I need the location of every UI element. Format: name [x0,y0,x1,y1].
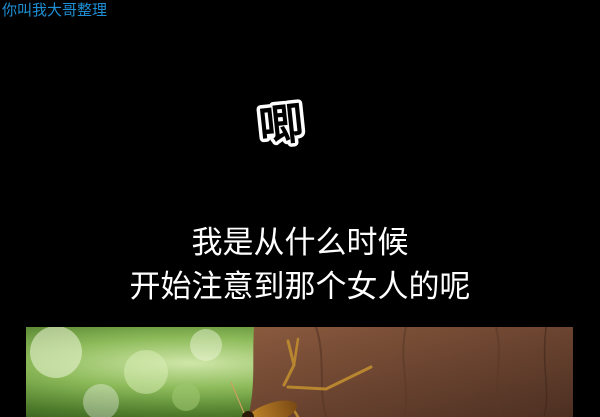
cricket-antenna [230,381,245,414]
bokeh-light [83,384,119,417]
sound-effect-text: 唧 [257,98,306,153]
bark-groove [543,327,548,417]
sound-effect: 唧 [253,94,309,154]
narration-line-2: 开始注意到那个女人的呢 [129,269,471,305]
cricket-head [242,411,254,417]
bokeh-light [190,329,222,361]
bark-groove [495,327,501,417]
bark-groove [402,327,408,417]
cricket-leg [286,365,373,391]
cricket-body [247,400,297,417]
watermark-text: 你叫我大哥整理 [2,1,108,19]
cricket [230,337,373,417]
bokeh-light [172,383,200,411]
cricket-tree-illustration [26,327,573,417]
cricket-leg [292,337,300,367]
bokeh-light [30,327,82,378]
bark-groove [315,327,327,417]
narration-line-1: 我是从什么时候 [191,225,409,261]
tree-trunk [248,327,573,417]
bokeh-light [124,350,168,394]
